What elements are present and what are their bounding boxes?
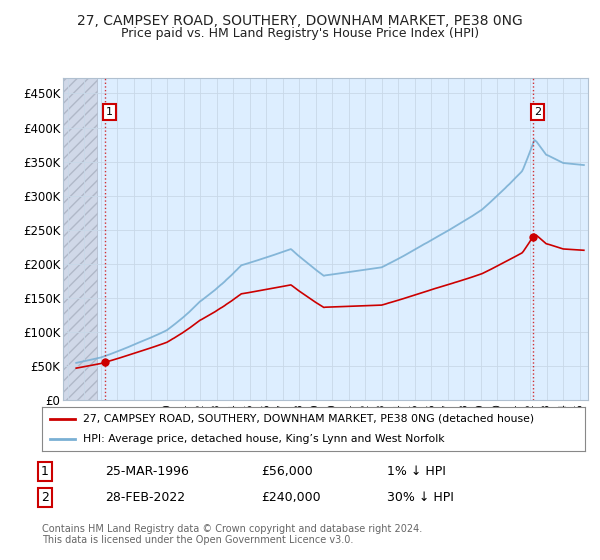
Text: 27, CAMPSEY ROAD, SOUTHERY, DOWNHAM MARKET, PE38 0NG (detached house): 27, CAMPSEY ROAD, SOUTHERY, DOWNHAM MARK…: [83, 414, 534, 424]
Text: 1: 1: [106, 107, 113, 117]
Text: 28-FEB-2022: 28-FEB-2022: [105, 491, 185, 504]
Text: 1: 1: [41, 465, 49, 478]
Text: 30% ↓ HPI: 30% ↓ HPI: [387, 491, 454, 504]
Text: Price paid vs. HM Land Registry's House Price Index (HPI): Price paid vs. HM Land Registry's House …: [121, 27, 479, 40]
Text: HPI: Average price, detached house, King’s Lynn and West Norfolk: HPI: Average price, detached house, King…: [83, 434, 445, 444]
Text: 1% ↓ HPI: 1% ↓ HPI: [387, 465, 446, 478]
Text: 2: 2: [41, 491, 49, 504]
Bar: [63, 78, 97, 400]
Text: Contains HM Land Registry data © Crown copyright and database right 2024.
This d: Contains HM Land Registry data © Crown c…: [42, 524, 422, 545]
Text: £240,000: £240,000: [261, 491, 320, 504]
Text: £56,000: £56,000: [261, 465, 313, 478]
Text: 27, CAMPSEY ROAD, SOUTHERY, DOWNHAM MARKET, PE38 0NG: 27, CAMPSEY ROAD, SOUTHERY, DOWNHAM MARK…: [77, 14, 523, 28]
Text: 25-MAR-1996: 25-MAR-1996: [105, 465, 189, 478]
Text: 2: 2: [534, 107, 541, 117]
